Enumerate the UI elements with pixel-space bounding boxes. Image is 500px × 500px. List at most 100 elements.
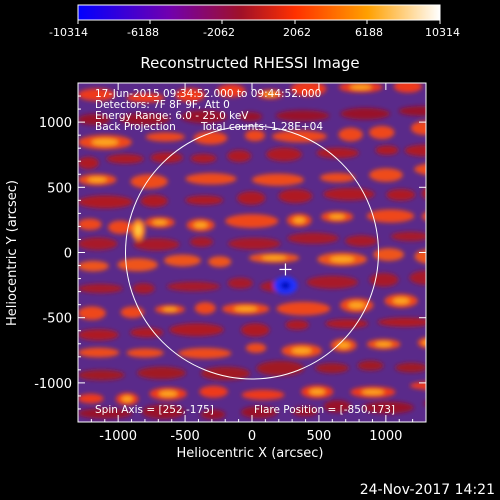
fringe-blob xyxy=(119,113,171,126)
fringe-blob xyxy=(276,301,331,316)
fringe-blob xyxy=(369,272,399,287)
fringe-blob xyxy=(78,113,111,126)
fringe-blob xyxy=(227,150,252,162)
fringe-highlight xyxy=(261,255,287,261)
colorbar-tick-label: -10314 xyxy=(49,26,88,39)
fringe-blob xyxy=(237,191,266,205)
fringe-blob xyxy=(78,195,133,209)
fringe-blob xyxy=(130,174,168,189)
image-fringes xyxy=(78,83,426,420)
fringe-blob xyxy=(132,283,155,294)
x-tick-label: -500 xyxy=(170,429,200,444)
fringe-blob xyxy=(137,366,186,380)
fringe-blob xyxy=(409,270,426,285)
axes: -1000 -500 0 500 1000 -1000 -500 0 500 1000 xyxy=(34,83,426,444)
fringe-blob xyxy=(323,187,375,201)
fringe-blob xyxy=(369,125,395,140)
fringe-blob xyxy=(163,254,201,267)
energy-range-label: Energy Range: 6.0 - 25.0 keV xyxy=(95,110,249,122)
fringe-blob xyxy=(78,237,118,250)
fringe-highlight xyxy=(193,221,208,229)
fringe-blob xyxy=(217,84,246,98)
fringe-blob xyxy=(78,329,119,341)
fringe-blob xyxy=(185,195,224,205)
fringe-blob xyxy=(190,153,217,163)
fringe-blob xyxy=(175,88,206,102)
fringe-blob xyxy=(133,238,180,251)
fringe-blob xyxy=(245,343,267,353)
fringe-highlight xyxy=(291,347,312,355)
fringe-blob xyxy=(275,110,330,122)
fringe-blob xyxy=(306,275,358,289)
fringe-blob xyxy=(409,381,426,390)
fringe-blob xyxy=(278,189,313,204)
fringe-blob xyxy=(200,409,226,420)
colorbar xyxy=(77,4,441,21)
fringe-blob xyxy=(200,366,251,381)
fringe-blob xyxy=(225,214,279,228)
y-tick-label: -500 xyxy=(42,312,72,327)
fringe-highlight xyxy=(348,301,366,309)
fringe-blob xyxy=(240,406,278,419)
colorbar-tick-label: 2062 xyxy=(283,26,311,39)
fringe-blob xyxy=(272,130,327,143)
x-axis-label: Heliocentric X (arcsec) xyxy=(177,446,324,461)
detectors-label: Detectors: 7F 8F 9F, Att 0 xyxy=(95,99,230,111)
fringe-blob xyxy=(208,256,232,268)
y-tick-label: 500 xyxy=(47,181,72,196)
fringe-highlight xyxy=(233,305,258,312)
fringe-blob xyxy=(199,385,228,398)
time-range-label: 17-Jun-2015 09:34:52.000 to 09:44:52.000 xyxy=(95,88,321,100)
fringe-highlight xyxy=(361,389,385,395)
fringe-highlight xyxy=(152,219,168,226)
fringe-blob xyxy=(141,404,186,419)
chart-title: Reconstructed RHESSI Image xyxy=(140,54,359,72)
fringe-blob xyxy=(393,83,422,93)
fringe-blob xyxy=(266,147,302,162)
fringe-blob xyxy=(78,408,133,419)
fringe-highlight xyxy=(158,390,178,397)
fringe-blob xyxy=(78,347,120,358)
colorbar-tick-label: 6188 xyxy=(355,26,383,39)
fringe-blob xyxy=(241,323,270,337)
fringe-blob xyxy=(145,132,185,142)
y-tick-label: 1000 xyxy=(39,116,72,131)
fringe-blob xyxy=(180,110,228,124)
fringe-blob xyxy=(190,236,214,247)
negative-dip-core xyxy=(280,281,291,290)
fringe-blob xyxy=(414,249,426,264)
fringe-highlight xyxy=(329,255,355,263)
fringe-blob xyxy=(117,258,158,272)
y-tick-label: 0 xyxy=(64,247,72,262)
fringe-blob xyxy=(228,237,281,250)
fringe-highlight xyxy=(91,138,119,146)
fringe-blob xyxy=(421,188,426,199)
fringe-highlight xyxy=(337,341,351,349)
fringe-highlight xyxy=(121,395,133,403)
spin-axis-label: Spin Axis = [252,-175] xyxy=(95,404,214,416)
fringe-blob xyxy=(285,319,309,330)
fringe-blob xyxy=(241,389,285,400)
fringe-blob xyxy=(319,172,356,183)
fringe-blob xyxy=(178,347,232,359)
fringe-blob xyxy=(185,173,237,185)
fringe-blob xyxy=(377,317,426,327)
fringe-highlight xyxy=(422,340,426,346)
fringe-blob xyxy=(414,163,426,175)
fringe-blob xyxy=(316,147,359,159)
fringe-blob xyxy=(130,327,164,338)
fringe-blob xyxy=(251,173,304,186)
disk-center-cross xyxy=(279,263,292,276)
x-tick-label: -1000 xyxy=(99,429,137,444)
fringe-blob xyxy=(375,145,399,155)
fringe-blob xyxy=(78,88,116,101)
fringe-blob xyxy=(194,302,216,315)
colorbar-tick-label: -6188 xyxy=(127,26,159,39)
fringe-blob xyxy=(108,220,133,234)
fringe-blob xyxy=(140,194,168,208)
fringe-blob xyxy=(338,127,363,142)
colorbar-tick-label: -2062 xyxy=(203,26,235,39)
colorbar-tick-label: 10314 xyxy=(425,26,460,39)
fringe-blob xyxy=(78,369,125,381)
